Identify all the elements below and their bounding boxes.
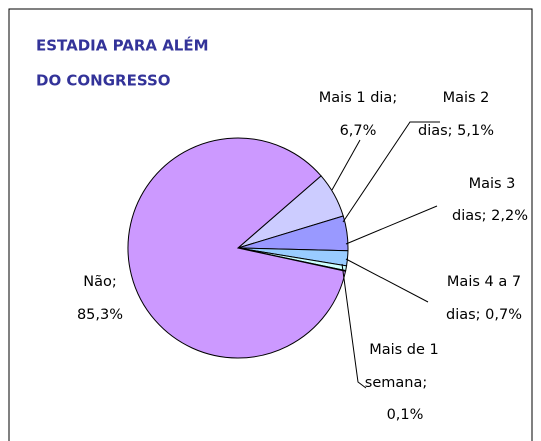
- data-label: dias; 0,7%: [446, 307, 522, 323]
- leader-line: [345, 258, 429, 303]
- chart-title: ESTADIA PARA ALÉM: [36, 36, 209, 55]
- leader-line: [331, 139, 361, 191]
- data-label: dias; 2,2%: [452, 208, 528, 224]
- data-label: Mais 3: [469, 176, 516, 192]
- data-label: Mais de 1: [369, 342, 439, 358]
- data-label: Mais 2: [443, 90, 490, 106]
- leader-line: [342, 121, 440, 223]
- chart-title: DO CONGRESSO: [36, 72, 171, 90]
- data-label: Mais 1 dia;: [319, 90, 397, 106]
- pie-slice: [127, 137, 347, 359]
- data-label: Não;: [83, 274, 117, 290]
- leader-line: [341, 263, 367, 389]
- data-label: dias; 5,1%: [418, 123, 494, 139]
- data-label: 85,3%: [77, 307, 123, 323]
- data-label: 6,7%: [340, 123, 377, 139]
- data-label: Mais 4 a 7: [447, 274, 521, 290]
- data-label: semana;: [365, 375, 427, 391]
- leader-line: [345, 205, 438, 245]
- data-label: 0,1%: [387, 407, 424, 423]
